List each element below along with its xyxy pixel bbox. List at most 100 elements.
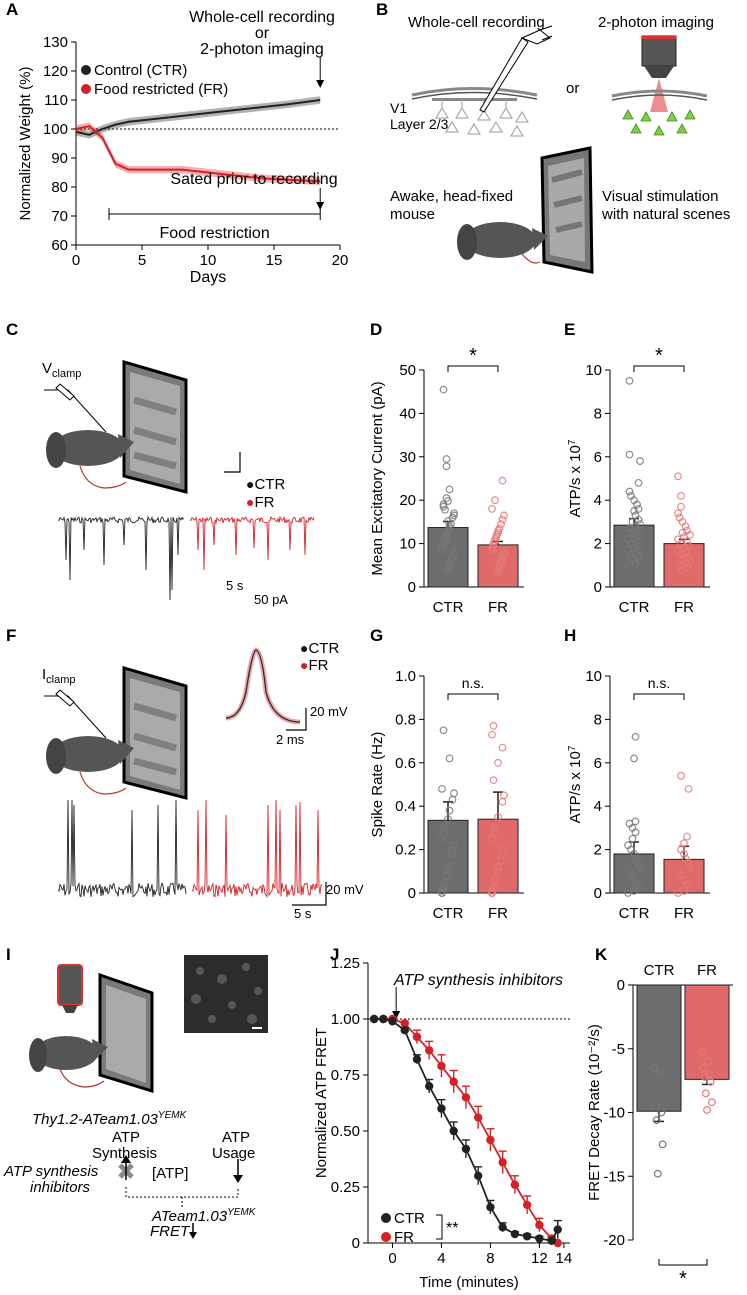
y-tick-label: 120 xyxy=(43,63,68,80)
data-point xyxy=(488,546,496,555)
significance-label: ** xyxy=(446,1220,458,1237)
data-point xyxy=(488,730,496,739)
x-tick-label: 10 xyxy=(200,252,217,269)
data-point xyxy=(489,884,498,893)
x-tick-label: 8 xyxy=(486,1250,494,1267)
category-label: FR xyxy=(488,905,508,922)
data-point xyxy=(624,889,632,897)
data-point xyxy=(631,732,640,741)
data-point xyxy=(489,776,498,785)
y-tick-label: 0.4 xyxy=(395,798,416,815)
data-point xyxy=(445,754,454,763)
data-point xyxy=(438,544,446,552)
data-point xyxy=(535,1234,544,1243)
scale-time-ap: 2 ms xyxy=(276,732,305,747)
bar-fr xyxy=(684,984,730,1080)
inhibitor-label-2: inhibitors xyxy=(30,1179,91,1196)
data-point xyxy=(461,1144,471,1154)
data-point xyxy=(700,1072,709,1081)
data-point xyxy=(494,813,502,821)
data-point xyxy=(498,797,507,806)
scale-amp-ap: 20 mV xyxy=(310,704,348,719)
annotation-food-restriction: Food restriction xyxy=(159,225,269,242)
annotation-inhibitors: ATP synthesis inhibitors xyxy=(393,972,563,989)
data-point xyxy=(704,1057,713,1066)
category-label: CTR xyxy=(619,905,650,922)
data-point xyxy=(494,863,502,871)
y-axis-label: FRET Decay Rate (10⁻²/s) xyxy=(586,1024,603,1201)
data-point xyxy=(498,743,507,752)
data-point xyxy=(447,520,455,528)
mouse-line-label: Thy1.2-ATeam1.03YEMK xyxy=(32,1110,187,1128)
data-point xyxy=(631,828,640,837)
data-point xyxy=(369,1014,379,1024)
data-point xyxy=(444,815,452,824)
legend-ctr: ●CTR xyxy=(300,640,340,657)
data-point xyxy=(442,462,451,471)
y-tick-label: 4 xyxy=(594,798,602,815)
data-point xyxy=(439,726,448,735)
significance-label: * xyxy=(655,345,663,367)
x-tick-label: 0 xyxy=(388,1250,396,1267)
x-tick-label: 14 xyxy=(556,1250,573,1267)
legend-ctr: Control (CTR) xyxy=(94,62,187,79)
significance-label: * xyxy=(679,1268,687,1290)
data-point xyxy=(425,1046,434,1055)
two-photon-schematic xyxy=(611,35,708,136)
fret-decay-chart: 0 -5 -10 -15 -20 FRET Decay Rate (10⁻²/s) CTR F… xyxy=(586,962,733,1290)
data-point xyxy=(657,1108,666,1117)
data-point xyxy=(445,561,454,570)
whole-cell-schematic xyxy=(411,25,553,137)
data-point xyxy=(653,1169,662,1178)
data-point xyxy=(491,537,499,546)
data-point xyxy=(678,871,687,880)
y-tick-label: 0 xyxy=(352,1235,360,1252)
significance-bracket xyxy=(658,1259,708,1266)
data-point xyxy=(703,1106,711,1114)
data-point xyxy=(448,795,457,804)
data-point xyxy=(630,507,638,515)
panel-j: J 0 0.25 0.50 0.75 1.00 1.25 0 4 8 12 14 Time (minu… xyxy=(290,935,585,1295)
data-point xyxy=(488,889,496,897)
data-point xyxy=(522,1200,532,1210)
y-tick-label: 100 xyxy=(43,121,68,138)
data-point xyxy=(547,1236,556,1245)
data-point xyxy=(683,880,691,889)
scale-amp: 50 pA xyxy=(254,592,288,607)
data-point xyxy=(437,1061,446,1071)
sensor-label: ATeam1.03YEMK xyxy=(152,1207,256,1225)
visual-stim-label-1: Visual stimulation xyxy=(602,188,719,205)
data-point xyxy=(439,884,448,893)
x-tick-label: 4 xyxy=(437,1250,445,1267)
data-point xyxy=(627,550,635,559)
data-point xyxy=(684,884,693,893)
excitatory-current-chart: 0 10 20 30 40 50 Mean Excitatory Current (pA) C… xyxy=(369,345,524,616)
y-tick-label: -5 xyxy=(612,1041,625,1058)
significance-label: n.s. xyxy=(648,675,671,691)
atp-spike-chart: 0 2 4 6 8 10 ATP/s x 107 CTR FR n.s. xyxy=(567,668,710,922)
data-point xyxy=(633,880,641,889)
annotation-recording: Whole-cell recording xyxy=(189,9,335,26)
data-point xyxy=(510,1180,520,1189)
data-point xyxy=(674,889,682,897)
atp-usage-label-1: ATP xyxy=(222,1129,251,1146)
iclamp-label: Iclamp xyxy=(42,666,76,686)
data-point xyxy=(438,834,446,843)
y-axis-label: ATP/s x 107 xyxy=(567,439,585,517)
data-point xyxy=(438,784,446,793)
panel-d: D 0 10 20 30 40 50 Mean Excitatory Current (pA… xyxy=(362,320,547,620)
panel-label: E xyxy=(564,320,576,339)
data-point xyxy=(450,789,458,798)
data-point xyxy=(500,550,508,559)
y-tick-label: 40 xyxy=(399,405,416,422)
x-tick-label: 5 xyxy=(138,252,146,269)
data-point xyxy=(444,863,452,871)
y-tick-label: 1.00 xyxy=(331,1011,360,1028)
mouse-label-1: Awake, head-fixed xyxy=(390,188,514,205)
data-point xyxy=(439,385,448,394)
data-point xyxy=(698,1048,707,1057)
data-point xyxy=(553,1225,562,1234)
scale-amp-trace: 20 mV xyxy=(326,882,364,897)
setup-schematic xyxy=(411,25,708,274)
y-tick-label: 0 xyxy=(408,885,416,902)
